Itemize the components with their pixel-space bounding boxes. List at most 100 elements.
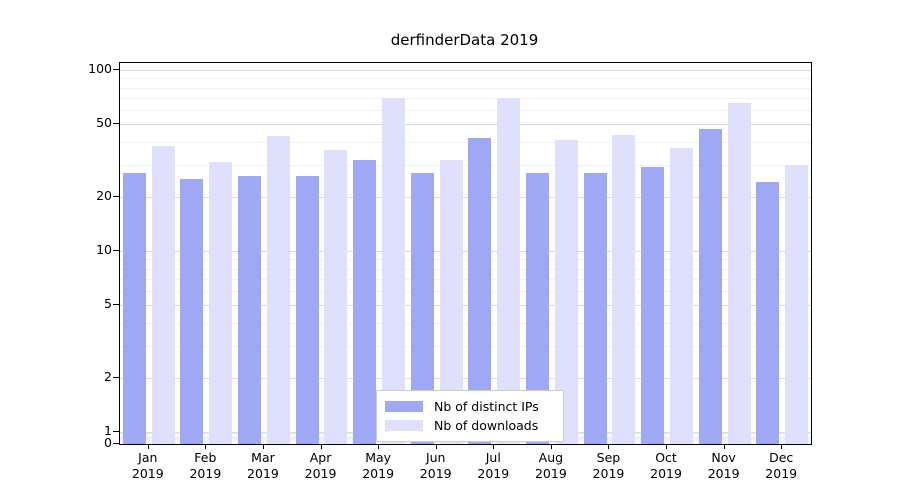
x-axis-tick-month: Aug (538, 450, 564, 465)
bar-distinct-ips-sep (583, 172, 607, 444)
x-axis-tick-year: 2019 (189, 466, 222, 481)
gridline-minor (120, 87, 811, 89)
legend-swatch-icon (385, 420, 423, 431)
x-axis-tick-mark (436, 444, 437, 449)
x-axis-tick-label-jan: Jan 2019 (108, 450, 188, 482)
gridline-minor (120, 345, 811, 347)
x-axis-tick-year: 2019 (707, 466, 740, 481)
x-axis-tick-month: Feb (194, 450, 217, 465)
x-axis-tick-month: May (365, 450, 392, 465)
legend-item-downloads[interactable]: Nb of downloads (385, 416, 555, 435)
bar-downloads-jan (151, 146, 175, 444)
x-axis-tick-mark (666, 444, 667, 449)
gridline-major (120, 377, 811, 379)
x-axis-tick-mark (493, 444, 494, 449)
bar-distinct-ips-apr (295, 175, 319, 444)
bar-downloads-feb (209, 162, 233, 444)
bar-distinct-ips-mar (238, 175, 262, 444)
y-axis-tick-mark (113, 250, 119, 251)
bar-distinct-ips-may (353, 159, 377, 444)
y-axis-tick-label: 10 (96, 242, 112, 257)
gridline-minor (120, 268, 811, 270)
y-axis-tick-label: 1 (104, 423, 112, 438)
x-axis-tick-year: 2019 (362, 466, 395, 481)
bar-downloads-aug (554, 140, 578, 444)
gridline-minor (120, 98, 811, 100)
gridline-minor (120, 142, 811, 144)
gridline-major (120, 70, 811, 71)
y-axis-tick-label: 5 (104, 296, 112, 312)
bar-distinct-ips-oct (641, 167, 665, 444)
x-axis-tick-mark (263, 444, 264, 449)
x-axis-tick-label-jul: Jul 2019 (453, 450, 533, 482)
gridline-minor (120, 291, 811, 293)
x-axis-tick-month: Dec (769, 450, 794, 465)
bar-downloads-apr (324, 150, 348, 444)
x-axis-tick-month: Mar (251, 450, 275, 465)
y-axis-tick-label: 20 (96, 187, 112, 203)
y-axis-tick-mark (113, 376, 119, 378)
plot-area (119, 62, 812, 445)
gridline-minor (120, 259, 811, 261)
legend-item-distinct-ips[interactable]: Nb of distinct IPs (385, 397, 555, 416)
bar-downloads-oct (669, 148, 693, 444)
bar-distinct-ips-nov (698, 129, 722, 444)
y-axis-tick-mark (113, 69, 119, 70)
x-axis-tick-year: 2019 (419, 466, 452, 481)
legend-label: Nb of downloads (434, 418, 539, 433)
x-axis-tick-month: Oct (655, 450, 677, 465)
x-axis-tick-year: 2019 (765, 466, 798, 481)
x-axis-tick-label-apr: Apr 2019 (281, 450, 361, 482)
x-axis-tick-mark (321, 444, 322, 449)
gridline-minor (120, 279, 811, 281)
gridline-major (120, 124, 811, 126)
x-axis-tick-mark (551, 444, 552, 449)
gridline-major (120, 196, 811, 198)
x-axis-tick-year: 2019 (247, 466, 279, 481)
y-axis-tick-label: 100 (88, 61, 112, 76)
bar-downloads-jul (497, 98, 521, 444)
bar-downloads-sep (612, 134, 636, 444)
gridline-minor (120, 164, 811, 166)
gridline-major (120, 305, 811, 307)
x-axis-tick-mark (724, 444, 725, 449)
bar-downloads-nov (727, 102, 751, 444)
x-axis-tick-mark (378, 444, 379, 449)
gridline-minor (120, 323, 811, 325)
bar-distinct-ips-jun (410, 172, 434, 444)
x-axis-tick-label-nov: Nov 2019 (684, 450, 764, 482)
x-axis-tick-label-sep: Sep 2019 (568, 450, 648, 482)
x-axis-tick-label-jun: Jun 2019 (396, 450, 476, 482)
legend-label: Nb of distinct IPs (434, 399, 539, 414)
bar-downloads-mar (266, 136, 290, 444)
gridline-minor (120, 441, 811, 443)
x-axis-tick-mark (781, 444, 782, 449)
legend-swatch-icon (385, 401, 423, 412)
x-axis-tick-month: Jan (138, 450, 158, 465)
bar-distinct-ips-jul (468, 138, 492, 444)
y-axis-tick-mark (113, 431, 119, 432)
x-axis-tick-year: 2019 (592, 466, 625, 481)
x-axis-tick-month: Sep (596, 450, 621, 465)
x-axis-tick-label-may: May 2019 (338, 450, 418, 482)
bar-downloads-may (382, 98, 406, 444)
x-axis-tick-year: 2019 (534, 466, 567, 481)
y-axis-tick-label: 0 (104, 435, 112, 450)
bar-distinct-ips-dec (756, 182, 780, 444)
x-axis-tick-label-feb: Feb 2019 (165, 450, 245, 482)
y-axis-tick-mark (113, 123, 119, 125)
y-axis-tick-mark (113, 304, 119, 306)
x-axis-tick-label-mar: Mar 2019 (223, 450, 303, 482)
y-axis-tick-mark (113, 195, 119, 197)
x-axis-tick-label-oct: Oct 2019 (626, 450, 706, 482)
y-axis-tick-label: 50 (96, 115, 112, 131)
x-axis-tick-month: Nov (711, 450, 736, 465)
bar-distinct-ips-feb (180, 178, 204, 444)
chart-legend[interactable]: Nb of distinct IPs Nb of downloads (376, 390, 564, 442)
gridline-minor (120, 78, 811, 80)
x-axis-tick-mark (608, 444, 609, 449)
bar-downloads-jun (439, 159, 463, 444)
gridline-major (120, 251, 811, 252)
x-axis-tick-year: 2019 (304, 466, 337, 481)
